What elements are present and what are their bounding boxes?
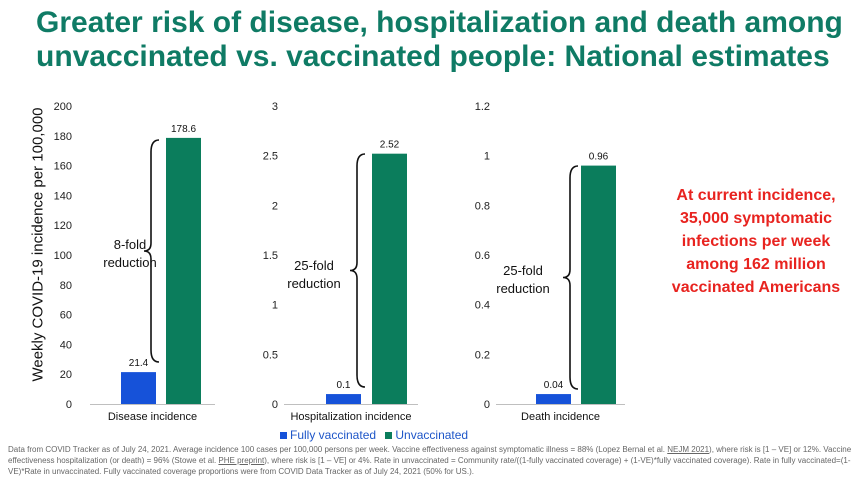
footnote-link-phe[interactable]: PHE preprint [218,456,265,465]
chart-3-y-tick-label: 0.4 [475,300,490,312]
slide-title-line-2: unvaccinated vs. vaccinated people: Nati… [36,40,830,73]
callout-line-5: vaccinated Americans [671,279,841,296]
chart-1-y-tick-label: 20 [60,369,72,381]
chart-1-y-tick-label: 60 [60,310,72,322]
callout-text: At current incidence, 35,000 symptomatic… [664,184,848,299]
legend-label-unvaccinated: Unvaccinated [395,428,469,442]
callout-line-4: among 162 million [686,256,826,273]
chart-1-y-tick-label: 200 [54,101,72,113]
chart-1-y-tick-label: 140 [54,190,72,202]
chart-2-data-label-unvaccinated: 2.52 [380,140,400,151]
chart-2-annotation-line-1: 25-fold [294,258,334,273]
legend: Fully vaccinated Unvaccinated [280,428,474,442]
chart-1-bar-vaccinated [121,372,156,404]
chart-2-y-tick-label: 0.5 [263,349,278,361]
chart-3-y-tick-label: 0.2 [475,349,490,361]
chart-2-bar-vaccinated [326,394,361,404]
chart-3-y-tick-label: 0.6 [475,250,490,262]
chart-2-y-tick-label: 1.5 [263,250,278,262]
chart-1-data-label-vaccinated: 21.4 [129,358,149,369]
chart-1-data-label-unvaccinated: 178.6 [171,124,196,135]
chart-2-reduction-bracket [349,153,366,388]
chart-3-bar-vaccinated [536,394,571,404]
chart-1-annotation-line-2: reduction [103,255,156,270]
chart-1-y-tick-label: 0 [66,399,72,411]
chart-1-y-tick-label: 100 [54,250,72,262]
chart-3-data-label-vaccinated: 0.04 [544,380,564,391]
footnote-part-2: ), where risk is [1 – VE] or 12%. Vaccin… [8,445,852,465]
chart-2-y-tick-label: 2.5 [263,151,278,163]
chart-2-y-tick-label: 1 [272,300,278,312]
chart-2-category-label: Hospitalization incidence [290,411,411,423]
chart-3-category-label: Death incidence [521,411,600,423]
chart-3-y-tick-label: 0 [484,399,490,411]
footnote: Data from COVID Tracker as of July 24, 2… [8,444,853,477]
chart-3-data-label-unvaccinated: 0.96 [589,152,609,163]
chart-2-bar-unvaccinated [372,153,407,404]
footnote-part-1: Data from COVID Tracker as of July 24, 2… [8,445,668,454]
legend-item-vaccinated: Fully vaccinated [280,428,376,442]
footnote-link-nejm[interactable]: NEJM 2021 [667,445,710,454]
legend-swatch-vaccinated [280,432,287,440]
callout-line-3: infections per week [681,233,831,250]
chart-3-annotation-line-1: 25-fold [503,263,543,278]
chart-2-y-tick-label: 3 [272,101,278,113]
chart-3-y-tick-label: 0.8 [475,200,490,212]
chart-3-annotation-line-2: reduction [496,281,549,296]
chart-3-bar-unvaccinated [581,165,616,404]
chart-1-y-tick-label: 160 [54,161,72,173]
chart-1-y-tick-label: 40 [60,339,72,351]
chart-2-y-tick-label: 0 [272,399,278,411]
callout-line-1: At current incidence, [676,187,836,204]
chart-2-y-tick-label: 2 [272,200,278,212]
legend-item-unvaccinated: Unvaccinated [385,428,468,442]
chart-3-y-tick-label: 1 [484,151,490,163]
chart-1-y-tick-label: 80 [60,280,72,292]
chart-3-y-tick-label: 1.2 [475,101,490,113]
footnote-part-3: ), where risk is [1 – VE] or 4%. Rate in… [8,456,851,476]
slide-title: Greater risk of disease, hospitalization… [36,6,843,74]
chart-2-annotation-line-2: reduction [287,276,340,291]
legend-swatch-unvaccinated [385,432,393,440]
slide-title-line-1: Greater risk of disease, hospitalization… [36,6,843,39]
legend-label-vaccinated: Fully vaccinated [290,428,377,442]
chart-1-reduction-bracket [143,139,160,363]
chart-3-reduction-bracket [562,165,579,390]
callout-line-2: 35,000 symptomatic [679,210,833,227]
chart-1-bar-unvaccinated [166,137,201,405]
chart-2-data-label-vaccinated: 0.1 [337,380,351,391]
chart-1-y-tick-label: 180 [54,131,72,143]
chart-1-y-tick-label: 120 [54,220,72,232]
chart-1-category-label: Disease incidence [108,411,197,423]
chart-1-annotation-line-1: 8-fold [114,237,147,252]
